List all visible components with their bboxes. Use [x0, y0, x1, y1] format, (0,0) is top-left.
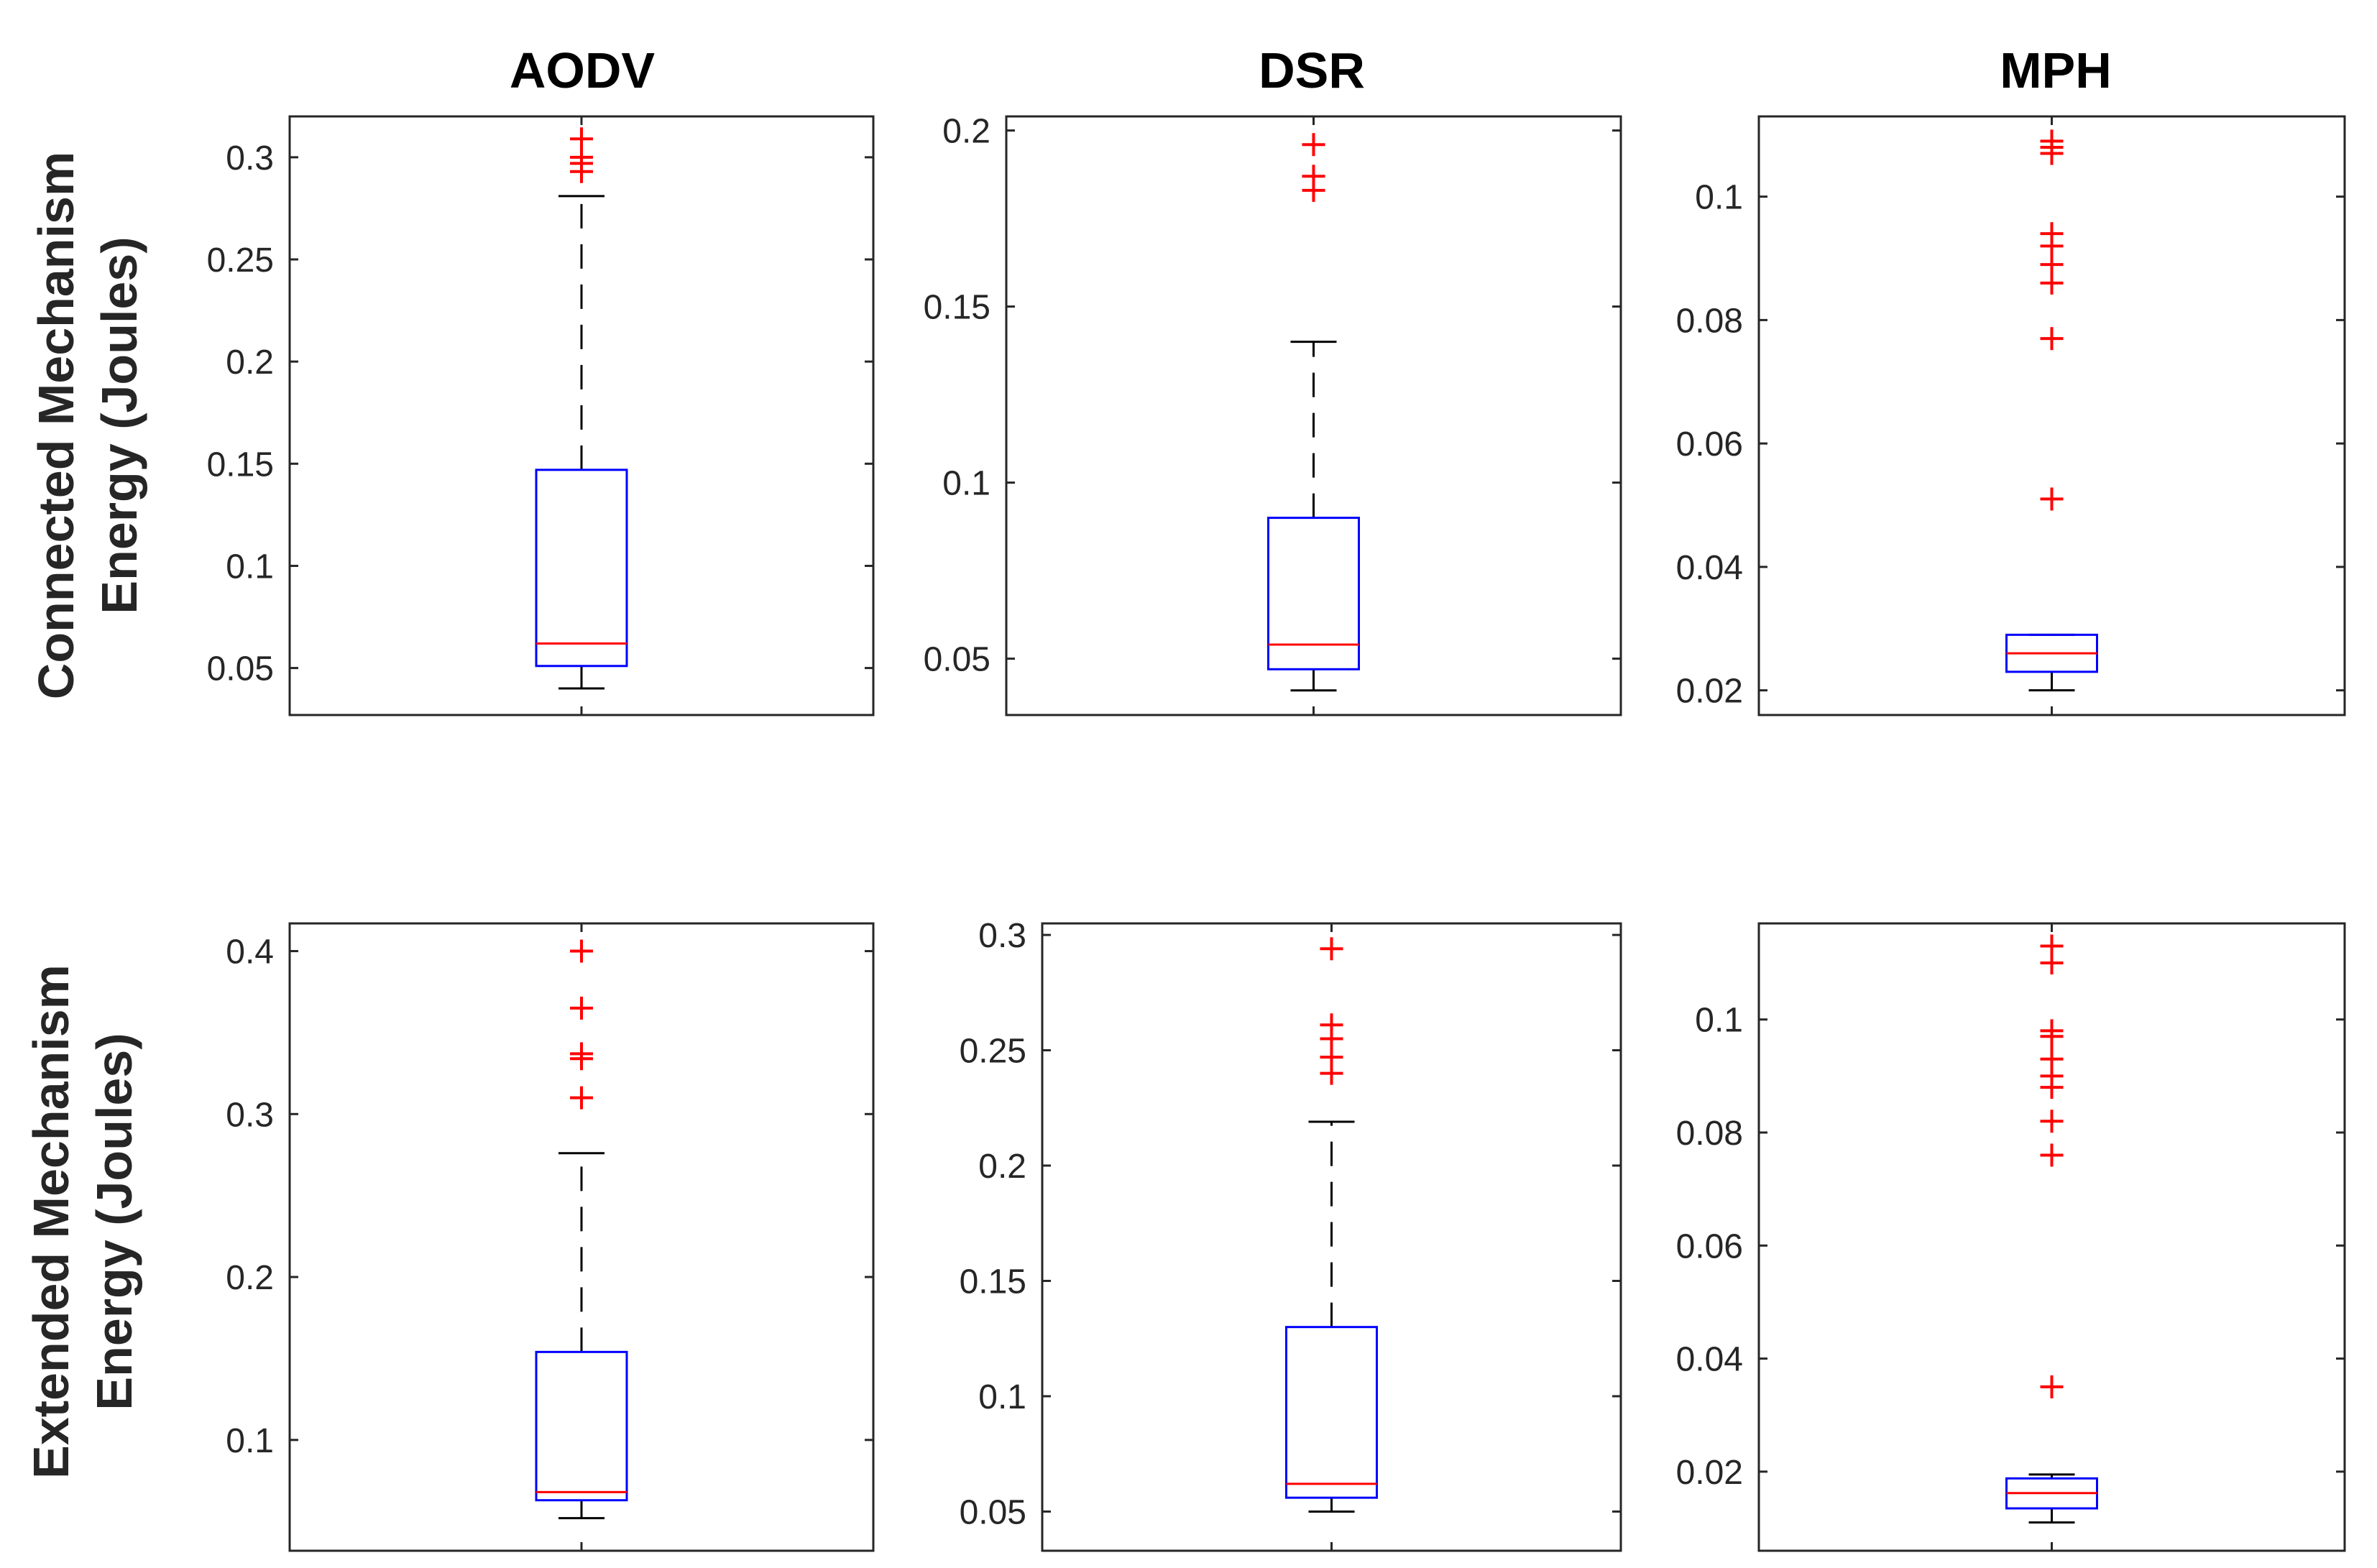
outlier-marker [1320, 937, 1343, 961]
axes-frame [288, 922, 875, 1552]
y-tick-label: 0.05 [960, 1493, 1026, 1531]
y-tick-label: 0.2 [226, 1259, 274, 1297]
y-tick-label: 0.06 [1676, 1227, 1743, 1265]
y-tick-label: 0.04 [1676, 1341, 1743, 1379]
y-tick-label: 0.02 [1676, 1454, 1743, 1492]
outlier-marker [2040, 934, 2064, 958]
column-title-dsr: DSR [1259, 42, 1365, 98]
outlier-marker [570, 996, 593, 1020]
panel-connected-mph: 0.02 0.04 0.06 0.08 0.1 [1676, 115, 2346, 716]
y-tick-label: 0.2 [942, 113, 990, 151]
row-label-extended-line2: Energy (Joules) [86, 1033, 142, 1410]
outlier-marker [570, 1042, 593, 1066]
panel-extended-aodv: 0.1 0.2 0.3 0.4 [226, 922, 875, 1552]
panel-connected-dsr: 0.05 0.1 0.15 0.2 [924, 113, 1622, 716]
y-tick-label: 0.1 [1695, 1002, 1743, 1040]
y-tick-label: 0.15 [924, 289, 990, 327]
y-tick-label: 0.1 [1695, 179, 1743, 217]
y-tick-label: 0.05 [207, 650, 274, 688]
y-tick-label: 0.08 [1676, 302, 1743, 340]
y-tick-label: 0.04 [1676, 549, 1743, 587]
iqr-box [535, 469, 628, 668]
row-label-connected: Connected Mechanism Energy (Joules) [28, 152, 147, 699]
outlier-marker [2040, 1110, 2064, 1133]
outlier-marker [2040, 1019, 2064, 1043]
outlier-marker [2040, 1143, 2064, 1167]
outlier-marker [2040, 327, 2064, 351]
row-label-extended-line1: Extended Mechanism [23, 964, 79, 1479]
y-tick-label: 0.1 [978, 1378, 1026, 1416]
y-tick-label: 0.05 [924, 641, 990, 679]
outlier-marker [1320, 1013, 1343, 1037]
outlier-marker [570, 127, 593, 151]
y-tick-label: 0.1 [226, 548, 274, 586]
y-tick-label: 0.2 [978, 1148, 1026, 1186]
y-tick-label: 0.25 [207, 241, 274, 280]
y-tick-label: 0.3 [226, 1096, 274, 1134]
outlier-marker [2040, 487, 2064, 511]
outlier-marker [570, 1086, 593, 1110]
iqr-box [1285, 1326, 1378, 1499]
outlier-marker [2040, 1047, 2064, 1071]
y-tick-label: 0.2 [226, 343, 274, 382]
outlier-marker [2040, 1375, 2064, 1398]
iqr-box [1267, 517, 1360, 670]
outlier-marker [570, 939, 593, 963]
outlier-marker [1302, 133, 1325, 157]
column-title-aodv: AODV [510, 42, 656, 98]
y-tick-label: 0.08 [1676, 1115, 1743, 1153]
row-label-extended: Extended Mechanism Energy (Joules) [23, 964, 142, 1479]
axes-frame [1757, 922, 2346, 1552]
y-tick-label: 0.06 [1676, 425, 1743, 464]
outlier-marker [1302, 165, 1325, 188]
y-tick-label: 0.15 [960, 1263, 1026, 1301]
panel-extended-mph: 0.02 0.04 0.06 0.08 0.1 [1676, 922, 2346, 1552]
axes-frame [1757, 115, 2346, 716]
outlier-marker [2040, 222, 2064, 246]
y-tick-label: 0.3 [226, 139, 274, 177]
y-tick-label: 0.3 [978, 917, 1026, 955]
outlier-marker [2040, 129, 2064, 153]
y-tick-label: 0.02 [1676, 673, 1743, 711]
y-tick-label: 0.25 [960, 1033, 1026, 1071]
iqr-box [535, 1350, 628, 1502]
y-tick-label: 0.1 [942, 465, 990, 503]
y-tick-label: 0.4 [226, 933, 274, 972]
y-tick-label: 0.15 [207, 446, 274, 484]
column-title-mph: MPH [2000, 42, 2112, 98]
row-label-connected-line1: Connected Mechanism [28, 152, 84, 699]
row-label-connected-line2: Energy (Joules) [91, 236, 147, 614]
y-tick-label: 0.1 [226, 1422, 274, 1460]
panel-extended-dsr: 0.05 0.1 0.15 0.2 0.25 0.3 [960, 917, 1622, 1552]
panel-connected-aodv: 0.05 0.1 0.15 0.2 0.25 0.3 [207, 115, 875, 716]
